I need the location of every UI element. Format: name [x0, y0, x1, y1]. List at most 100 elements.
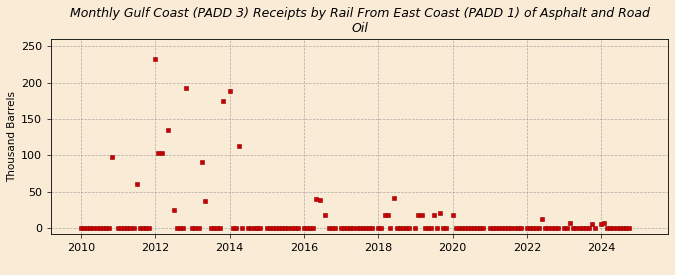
- Point: [193, 226, 204, 230]
- Point: [509, 226, 520, 230]
- Point: [468, 226, 479, 230]
- Point: [231, 226, 242, 230]
- Point: [580, 226, 591, 230]
- Point: [261, 226, 272, 230]
- Point: [429, 213, 439, 217]
- Point: [227, 226, 238, 230]
- Point: [97, 226, 108, 230]
- Point: [379, 213, 390, 217]
- Point: [138, 226, 148, 230]
- Point: [497, 226, 508, 230]
- Point: [460, 226, 470, 230]
- Point: [543, 226, 554, 230]
- Point: [413, 213, 424, 217]
- Point: [91, 226, 102, 230]
- Point: [236, 226, 247, 230]
- Point: [103, 226, 114, 230]
- Point: [323, 226, 334, 230]
- Point: [187, 226, 198, 230]
- Point: [255, 226, 266, 230]
- Point: [546, 226, 557, 230]
- Point: [107, 155, 117, 159]
- Point: [249, 226, 260, 230]
- Point: [286, 226, 297, 230]
- Point: [466, 226, 477, 230]
- Point: [537, 217, 548, 221]
- Point: [435, 211, 446, 216]
- Point: [348, 226, 358, 230]
- Point: [88, 226, 99, 230]
- Point: [426, 226, 437, 230]
- Point: [85, 226, 96, 230]
- Point: [624, 226, 634, 230]
- Point: [447, 213, 458, 217]
- Point: [484, 226, 495, 230]
- Point: [503, 226, 514, 230]
- Point: [618, 226, 628, 230]
- Point: [531, 226, 541, 230]
- Point: [423, 226, 433, 230]
- Point: [265, 226, 275, 230]
- Point: [438, 226, 449, 230]
- Point: [273, 226, 284, 230]
- Point: [376, 226, 387, 230]
- Point: [125, 226, 136, 230]
- Point: [612, 226, 622, 230]
- Point: [345, 226, 356, 230]
- Point: [82, 226, 92, 230]
- Point: [156, 151, 167, 155]
- Point: [150, 57, 161, 61]
- Point: [602, 226, 613, 230]
- Point: [140, 226, 151, 230]
- Y-axis label: Thousand Barrels: Thousand Barrels: [7, 91, 17, 182]
- Point: [277, 226, 288, 230]
- Point: [215, 226, 225, 230]
- Point: [524, 226, 535, 230]
- Point: [574, 226, 585, 230]
- Point: [559, 226, 570, 230]
- Point: [463, 226, 474, 230]
- Point: [506, 226, 516, 230]
- Point: [320, 213, 331, 217]
- Point: [472, 226, 483, 230]
- Point: [528, 226, 539, 230]
- Point: [568, 226, 578, 230]
- Point: [144, 226, 155, 230]
- Point: [487, 226, 498, 230]
- Point: [385, 226, 396, 230]
- Point: [491, 226, 502, 230]
- Point: [292, 226, 303, 230]
- Point: [196, 160, 207, 164]
- Point: [339, 226, 350, 230]
- Point: [549, 226, 560, 230]
- Point: [289, 226, 300, 230]
- Point: [587, 222, 597, 227]
- Point: [512, 226, 523, 230]
- Point: [450, 226, 461, 230]
- Point: [367, 226, 377, 230]
- Point: [577, 226, 588, 230]
- Point: [171, 226, 182, 230]
- Point: [540, 226, 551, 230]
- Point: [357, 226, 368, 230]
- Point: [456, 226, 467, 230]
- Point: [181, 86, 192, 90]
- Point: [268, 226, 279, 230]
- Point: [327, 226, 338, 230]
- Point: [596, 222, 607, 227]
- Point: [199, 199, 210, 203]
- Point: [101, 226, 111, 230]
- Point: [475, 226, 486, 230]
- Point: [243, 226, 254, 230]
- Point: [132, 182, 142, 186]
- Point: [398, 226, 408, 230]
- Point: [162, 128, 173, 132]
- Point: [234, 144, 244, 149]
- Point: [382, 213, 393, 217]
- Point: [605, 226, 616, 230]
- Point: [314, 198, 325, 202]
- Point: [342, 226, 353, 230]
- Point: [169, 208, 180, 212]
- Point: [416, 213, 427, 217]
- Point: [404, 226, 414, 230]
